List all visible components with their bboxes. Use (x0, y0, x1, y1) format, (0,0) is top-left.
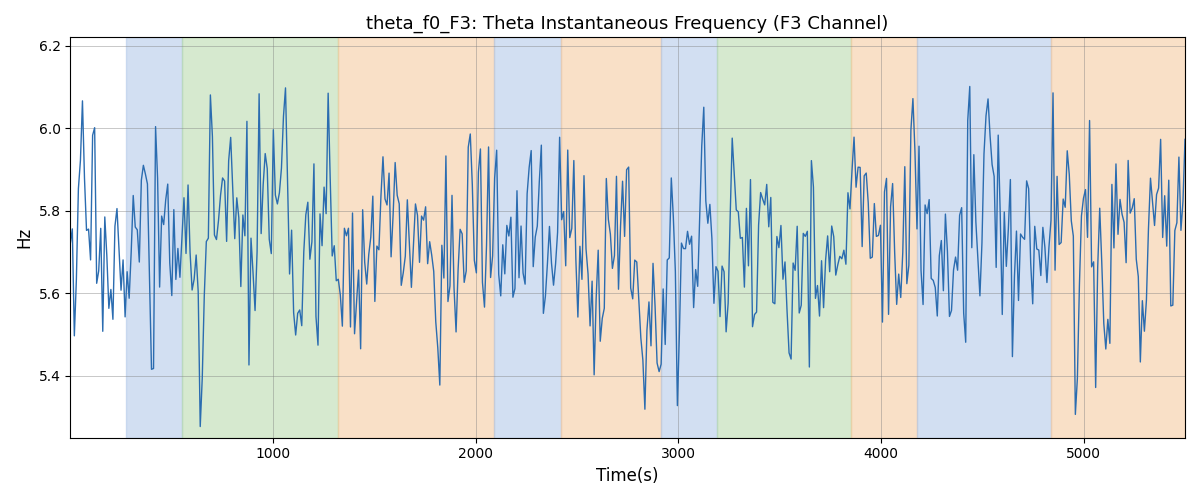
Bar (338, 38, 494, 438)
Bar (1051, 38, 1184, 438)
Bar (716, 38, 851, 438)
Bar (181, 38, 338, 438)
Title: theta_f0_F3: Theta Instantaneous Frequency (F3 Channel): theta_f0_F3: Theta Instantaneous Frequen… (366, 15, 889, 34)
Bar (918, 38, 1051, 438)
Bar (661, 38, 716, 438)
Bar (560, 38, 661, 438)
Bar (494, 38, 560, 438)
Y-axis label: Hz: Hz (16, 227, 34, 248)
X-axis label: Time(s): Time(s) (596, 467, 659, 485)
Bar (126, 38, 181, 438)
Bar (851, 38, 918, 438)
